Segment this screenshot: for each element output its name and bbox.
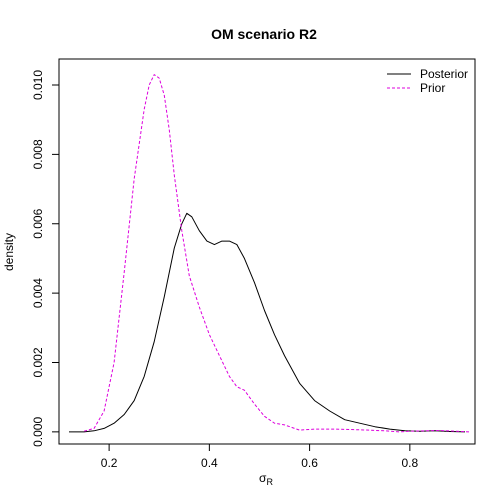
series-layer (69, 74, 471, 433)
x-axis-label: σR (259, 471, 273, 487)
y-tick-label: 0.004 (31, 278, 45, 308)
x-tick-label: 0.4 (201, 456, 218, 470)
y-axis-label: density (2, 233, 16, 271)
y-axis: 0.000 0.002 0.004 0.006 0.008 0.010 (31, 70, 59, 447)
chart-title: OM scenario R2 (211, 26, 317, 42)
y-tick-label: 0.010 (31, 70, 45, 100)
y-tick-label: 0.006 (31, 208, 45, 238)
x-axis-label-main: σ (259, 471, 267, 485)
x-tick-label: 0.8 (401, 456, 418, 470)
x-tick-label: 0.2 (101, 456, 118, 470)
series-line-posterior (69, 212, 466, 433)
x-axis-label-subscript: R (266, 477, 273, 487)
x-axis: 0.2 0.4 0.6 0.8 (101, 444, 419, 470)
legend-label-prior: Prior (420, 81, 445, 95)
x-tick-label: 0.6 (301, 456, 318, 470)
legend-label-posterior: Posterior (420, 67, 468, 81)
y-tick-label: 0.000 (31, 417, 45, 447)
y-tick-label: 0.008 (31, 139, 45, 169)
plot-frame (58, 58, 476, 445)
y-tick-label: 0.002 (31, 347, 45, 377)
series-line-prior (83, 74, 471, 433)
